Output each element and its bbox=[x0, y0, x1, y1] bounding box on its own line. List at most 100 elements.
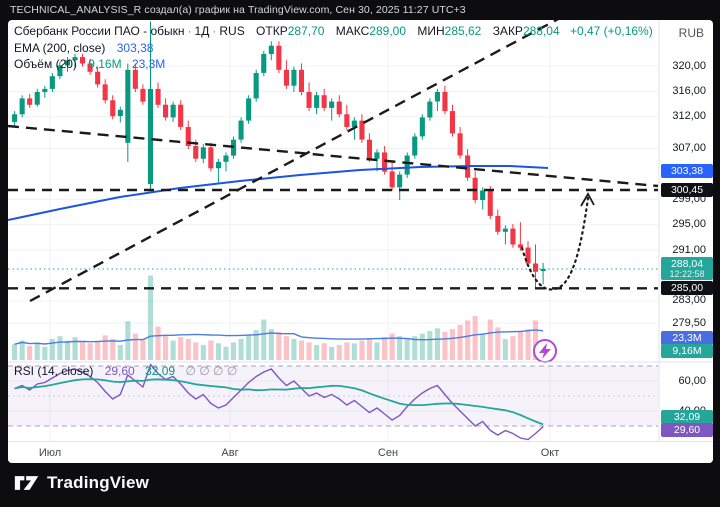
candle-body bbox=[72, 57, 78, 61]
volume-bar bbox=[291, 338, 297, 360]
volume-bar bbox=[223, 346, 229, 360]
candle-body bbox=[344, 114, 350, 127]
time-axis-label: Авг bbox=[221, 447, 239, 459]
volume-bar bbox=[238, 338, 244, 360]
candle-body bbox=[261, 53, 267, 73]
trendline-ascending bbox=[29, 20, 559, 303]
rsi-badge-current: 29,60 bbox=[661, 422, 713, 437]
volume-bar bbox=[397, 336, 403, 360]
volume-bar bbox=[12, 344, 18, 360]
rsi-legend-row[interactable]: RSI (14, close) 29,60 32,09 ∅ ∅ ∅ ∅ bbox=[14, 364, 237, 378]
legend-separator2: · bbox=[212, 24, 217, 38]
volume-bar bbox=[155, 326, 161, 360]
volume-bar bbox=[80, 342, 86, 360]
symbol-name: Сбербанк России ПАО - обыкн bbox=[14, 24, 185, 38]
candle-body bbox=[19, 98, 25, 115]
high-label: МАКС bbox=[335, 24, 370, 38]
rsi-ma-value: 32,09 bbox=[145, 364, 176, 378]
candle-body bbox=[276, 45, 282, 70]
volume-bar bbox=[200, 345, 206, 360]
candle-body bbox=[87, 63, 93, 72]
candle-body bbox=[457, 133, 463, 156]
volume-bar bbox=[185, 338, 191, 360]
volume-bar bbox=[261, 319, 267, 360]
volume-bar bbox=[382, 337, 388, 360]
market-label: RUS bbox=[219, 24, 245, 38]
price-scale[interactable]: 320,00 316,00 312,00 307,00 299,00 295,00 291,… bbox=[660, 20, 713, 441]
volume-bar bbox=[193, 342, 199, 360]
price-chart-canvas[interactable] bbox=[8, 20, 713, 463]
candle-body bbox=[253, 73, 259, 99]
volume-bar bbox=[72, 337, 78, 360]
volume-bar bbox=[19, 340, 25, 360]
ema-line bbox=[8, 165, 549, 221]
volume-bar bbox=[465, 320, 471, 360]
volume-bar bbox=[117, 345, 123, 360]
footer-bar: TradingView bbox=[0, 463, 720, 507]
volume-ma-value: 23,3M bbox=[131, 56, 166, 71]
candle-body bbox=[117, 109, 123, 117]
volume-bar bbox=[132, 333, 138, 360]
price-badge-resistance: 300,45 bbox=[661, 182, 713, 197]
price-axis-label: 295,00 bbox=[672, 218, 706, 231]
volume-bar bbox=[147, 275, 153, 360]
candle-body bbox=[389, 171, 395, 188]
candle-body bbox=[298, 69, 304, 92]
candle-body bbox=[64, 60, 70, 66]
volume-bar bbox=[27, 345, 33, 360]
rsi-value: 29,60 bbox=[104, 364, 135, 378]
candle-body bbox=[517, 244, 523, 248]
rsi-hidden-values: ∅ ∅ ∅ ∅ bbox=[185, 364, 238, 378]
volume-bar bbox=[140, 338, 146, 360]
open-label: ОТКР bbox=[256, 24, 288, 38]
volume-bar bbox=[178, 337, 184, 360]
rsi-label: RSI (14, close) bbox=[14, 364, 94, 378]
volume-bar bbox=[533, 320, 539, 360]
tradingview-logo-icon bbox=[14, 476, 39, 490]
price-axis-label: 291,00 bbox=[672, 243, 706, 256]
price-axis-label: 316,00 bbox=[672, 84, 706, 97]
candle-body bbox=[246, 98, 252, 121]
low-value: 285,62 bbox=[444, 24, 482, 38]
candle-body bbox=[495, 215, 501, 232]
volume-bar bbox=[215, 343, 221, 360]
volume-bar bbox=[268, 329, 274, 360]
time-scale[interactable]: Июл Авг Сен Окт bbox=[8, 441, 713, 463]
candle-body bbox=[132, 69, 138, 89]
candle-body bbox=[163, 104, 169, 118]
volume-bar bbox=[208, 340, 214, 360]
volume-bar bbox=[231, 342, 237, 360]
ema-value: 303,38 bbox=[116, 40, 154, 55]
candle-body bbox=[178, 104, 184, 127]
ema-legend-row[interactable]: EMA (200, close) 303,38 bbox=[14, 41, 153, 55]
tradingview-logo[interactable]: TradingView bbox=[14, 473, 149, 493]
volume-bar bbox=[359, 340, 365, 360]
time-axis-label: Сен bbox=[377, 447, 399, 459]
rsi-axis-label: 60,00 bbox=[678, 374, 706, 387]
low-label: МИН bbox=[417, 24, 445, 38]
volume-bar bbox=[366, 338, 372, 360]
candle-body bbox=[427, 101, 433, 118]
candle-body bbox=[27, 98, 33, 105]
price-axis-label: 283,00 bbox=[672, 294, 706, 307]
interval-label[interactable]: 1Д bbox=[194, 24, 210, 38]
volume-bar bbox=[472, 316, 478, 360]
candle-body bbox=[57, 65, 63, 77]
countdown-timer: 12:22:58 bbox=[669, 268, 705, 279]
candle-body bbox=[533, 263, 539, 272]
candle-body bbox=[419, 117, 425, 137]
candle-body bbox=[321, 95, 327, 108]
volume-bar bbox=[487, 319, 493, 360]
symbol-legend-row[interactable]: Сбербанк России ПАО - обыкн · 1Д · RUS ОТКР2… bbox=[14, 24, 653, 38]
candle-body bbox=[193, 146, 199, 159]
candle-body bbox=[329, 101, 335, 108]
volume-bar bbox=[329, 346, 335, 360]
volume-legend-row[interactable]: Объём (20) 9,16M 23,3M bbox=[14, 57, 165, 71]
candle-body bbox=[283, 69, 289, 86]
candle-body bbox=[125, 69, 131, 143]
candle-body bbox=[268, 45, 274, 54]
price-badge-support: 285,00 bbox=[661, 280, 713, 295]
candle-body bbox=[170, 104, 176, 118]
candle-body bbox=[397, 174, 403, 188]
candle-body bbox=[434, 92, 440, 102]
